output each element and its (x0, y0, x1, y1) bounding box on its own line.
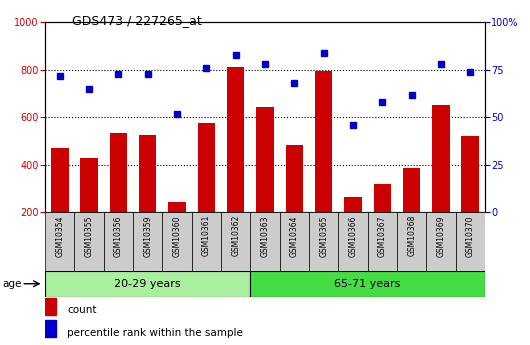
Text: GSM10365: GSM10365 (319, 215, 328, 257)
Bar (45, 298, 56, 315)
Bar (250, 271, 485, 297)
Text: GSM10369: GSM10369 (437, 215, 445, 257)
Bar (403, 168, 420, 212)
Bar (374, 184, 391, 212)
Bar (45, 271, 250, 297)
Bar (168, 201, 186, 212)
Bar (74, 212, 104, 271)
Text: GSM10359: GSM10359 (143, 215, 152, 257)
Text: 20-29 years: 20-29 years (114, 279, 181, 289)
Bar (456, 212, 485, 271)
Text: GSM10356: GSM10356 (114, 215, 123, 257)
Bar (344, 197, 362, 212)
Bar (80, 158, 98, 212)
Bar (45, 212, 74, 271)
Text: GDS473 / 227265_at: GDS473 / 227265_at (72, 14, 201, 27)
Bar (110, 133, 127, 212)
Text: GSM10370: GSM10370 (466, 215, 475, 257)
Bar (315, 71, 332, 212)
Bar (162, 212, 192, 271)
Bar (227, 68, 244, 212)
Bar (133, 212, 162, 271)
Text: age: age (3, 279, 22, 289)
Bar (51, 148, 68, 212)
Bar (221, 212, 250, 271)
Text: GSM10355: GSM10355 (85, 215, 93, 257)
Text: GSM10364: GSM10364 (290, 215, 299, 257)
Text: GSM10360: GSM10360 (173, 215, 181, 257)
Text: GSM10362: GSM10362 (231, 215, 240, 256)
Text: count: count (67, 305, 96, 315)
Bar (309, 212, 338, 271)
Text: GSM10367: GSM10367 (378, 215, 387, 257)
Bar (45, 320, 56, 337)
Bar (338, 212, 368, 271)
Text: 65-71 years: 65-71 years (334, 279, 401, 289)
Text: percentile rank within the sample: percentile rank within the sample (67, 328, 243, 337)
Bar (104, 212, 133, 271)
Bar (139, 135, 156, 212)
Bar (198, 123, 215, 212)
Bar (432, 106, 450, 212)
Bar (250, 212, 280, 271)
Bar (256, 107, 274, 212)
Text: GSM10363: GSM10363 (261, 215, 269, 257)
Bar (368, 212, 397, 271)
Text: GSM10354: GSM10354 (55, 215, 64, 257)
Text: GSM10361: GSM10361 (202, 215, 211, 256)
Bar (397, 212, 426, 271)
Bar (280, 212, 309, 271)
Bar (462, 136, 479, 212)
Text: GSM10366: GSM10366 (349, 215, 357, 257)
Bar (286, 145, 303, 212)
Text: GSM10368: GSM10368 (407, 215, 416, 256)
Bar (192, 212, 221, 271)
Bar (426, 212, 456, 271)
